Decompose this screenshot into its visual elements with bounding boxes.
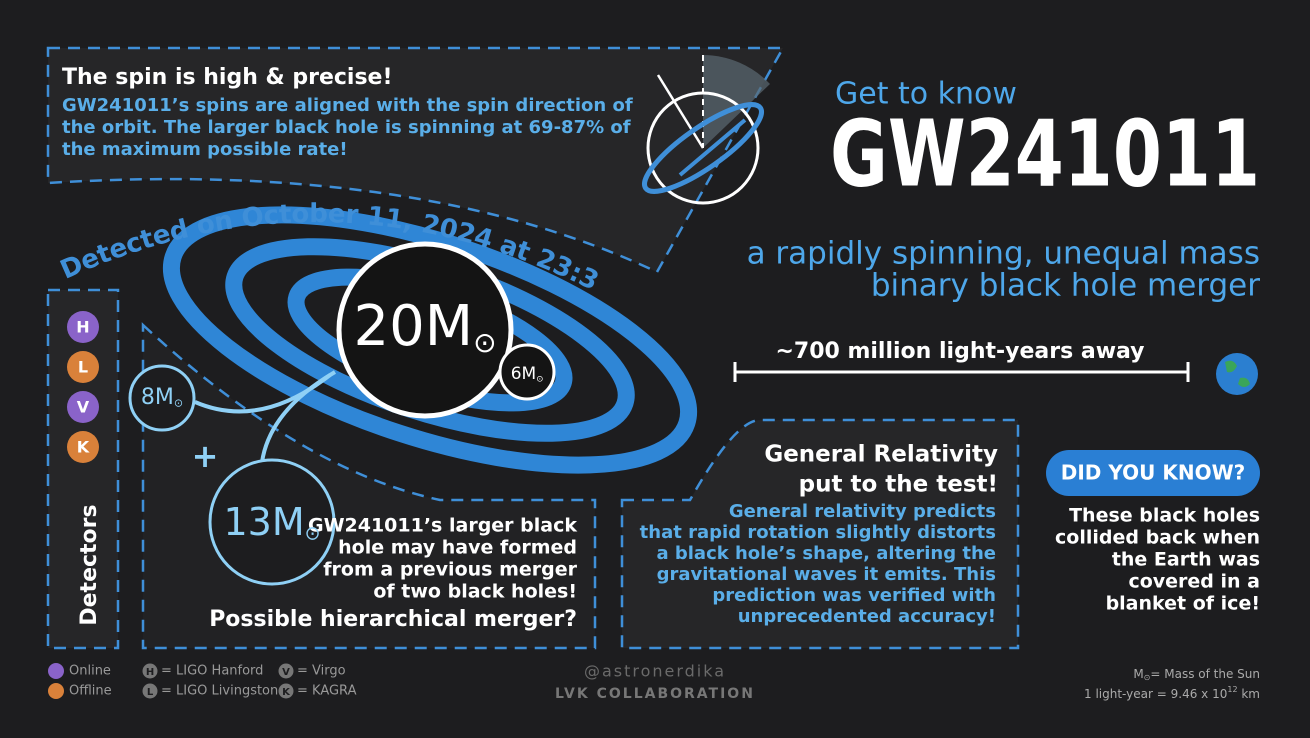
legend-key-label: = Virgo: [297, 664, 346, 679]
hierarchical-body: of two black holes!: [373, 581, 577, 603]
footnote-ly: 1 light-year = 9.46 x 1012 km: [1084, 685, 1260, 701]
fn: 12: [1227, 685, 1237, 694]
fn: = Mass of the Sun: [1150, 667, 1260, 681]
mass-number: 6: [511, 364, 522, 384]
credit-org: LVK COLLABORATION: [555, 686, 755, 702]
legend-key-label: = LIGO Hanford: [161, 664, 263, 679]
gr-body: prediction was verified with: [712, 585, 996, 606]
spin-body: the orbit. The larger black hole is spin…: [62, 117, 631, 138]
detectors-box: [46, 288, 120, 650]
gr-title: General Relativity: [764, 442, 998, 468]
fn: 1 light-year = 9.46 x 10: [1084, 687, 1227, 701]
earth: [1216, 353, 1258, 395]
spin-title: The spin is high & precise!: [62, 65, 393, 90]
subtitle: a rapidly spinning, unequal mass: [747, 236, 1260, 272]
gr-body: a black hole’s shape, altering the: [656, 543, 996, 564]
legend-key-label: = LIGO Livingston: [161, 684, 278, 699]
gr-body: gravitational waves it emits. This: [657, 564, 996, 585]
distance: ~700 million light-years away: [775, 339, 1144, 364]
legend-key-dot: [142, 663, 158, 679]
legend-dot: [48, 663, 64, 679]
legend-key-dot: [278, 683, 294, 699]
did-you-know-button: [1046, 450, 1260, 496]
bh-8: [128, 364, 196, 432]
mass-unit: M: [155, 385, 174, 410]
legend-status: Online: [69, 664, 111, 679]
gr-body: General relativity predicts: [729, 501, 996, 522]
mass-unit: M: [522, 364, 537, 384]
detector-dot: [67, 431, 99, 463]
mass-unit: M: [272, 500, 305, 544]
did-you-know-body: covered in a: [1128, 571, 1260, 593]
event-name: GW241011: [830, 100, 1260, 207]
legend-key-dot: [142, 683, 158, 699]
mass-label: 20M⊙: [353, 294, 496, 359]
legend-key-letter: V: [282, 667, 290, 678]
detector-letter: K: [77, 438, 90, 457]
hierarchical-body: hole may have formed: [338, 537, 577, 559]
hierarchical-question: Possible hierarchical merger?: [209, 607, 577, 632]
mass-symbol: ⊙: [305, 522, 321, 544]
spin-body: GW241011’s spins are aligned with the sp…: [62, 95, 633, 116]
subtitle: binary black hole merger: [871, 268, 1260, 304]
did-you-know-body: These black holes: [1069, 505, 1260, 527]
detector-letter: H: [76, 318, 89, 337]
kicker: Get to know: [835, 77, 1017, 112]
detector-dot: [67, 311, 99, 343]
legend-key-letter: L: [147, 687, 154, 698]
did-you-know-body: collided back when: [1055, 527, 1260, 549]
spin-box: [46, 46, 786, 274]
detector-letter: L: [78, 358, 88, 377]
detector-dot: [67, 391, 99, 423]
bh-20: [336, 241, 514, 419]
detector-dot: [67, 351, 99, 383]
legend-key-letter: H: [146, 667, 154, 678]
spin-body: the maximum possible rate!: [62, 139, 348, 160]
mass-number: 13: [223, 500, 271, 544]
earth-land: [1225, 360, 1250, 387]
mass-label: 13M⊙: [223, 500, 320, 545]
gr-title: put to the test!: [799, 472, 998, 498]
mass-unit: M: [425, 294, 473, 359]
detector-letter: V: [77, 398, 90, 417]
mass-number: 20: [353, 294, 424, 359]
fn: km: [1238, 687, 1260, 701]
mass-label: 8M⊙: [141, 385, 183, 410]
gr-body: that rapid rotation slightly distorts: [640, 522, 996, 543]
legend-status: Offline: [69, 684, 112, 699]
merge-arrow: [260, 370, 337, 463]
mass-label: 6M⊙: [511, 364, 544, 384]
did-you-know-label: DID YOU KNOW?: [1061, 461, 1245, 485]
bh-6: [498, 343, 556, 401]
did-you-know-body: blanket of ice!: [1106, 593, 1260, 615]
mass-symbol: ⊙: [536, 374, 543, 384]
plus: +: [192, 437, 219, 475]
bh-13: [208, 458, 336, 586]
legend-key-letter: K: [282, 687, 291, 698]
gr-box: [620, 418, 1020, 650]
did-you-know-body: the Earth was: [1112, 549, 1260, 571]
legend-key-label: = KAGRA: [297, 684, 357, 699]
fn: M: [1133, 667, 1143, 681]
credit-handle: @astronerdika: [584, 662, 726, 681]
detectors-label: Detectors: [77, 504, 102, 625]
legend-dot: [48, 683, 64, 699]
spin-icon: [642, 55, 770, 205]
mass-symbol: ⊙: [174, 397, 183, 410]
mass-symbol: ⊙: [473, 326, 496, 359]
footnote-sun: M⊙= Mass of the Sun: [1133, 667, 1260, 682]
fn: ⊙: [1144, 673, 1151, 682]
mass-number: 8: [141, 385, 155, 410]
hierarchical-body: from a previous merger: [323, 559, 577, 581]
gr-body: unprecedented accuracy!: [738, 606, 996, 627]
hierarchical-body: GW241011’s larger black: [308, 515, 577, 537]
legend-key-dot: [278, 663, 294, 679]
